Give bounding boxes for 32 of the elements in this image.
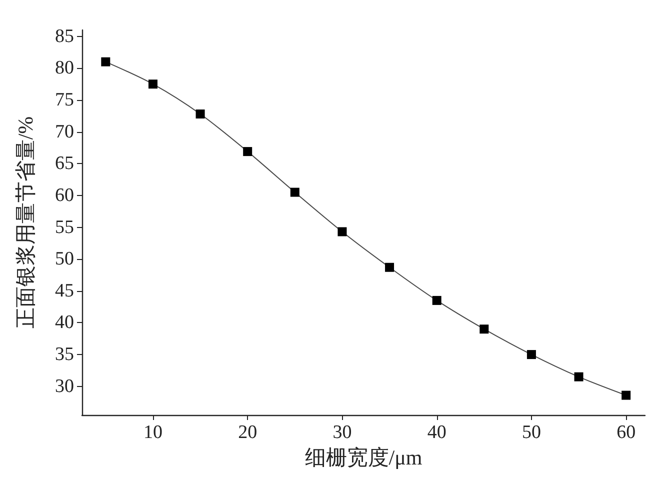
x-tick-label: 20 [238,422,258,443]
point [338,227,347,236]
y-tick-label: 50 [55,248,74,270]
point [290,188,300,197]
x-tick-label: 10 [143,422,162,443]
point [432,296,442,305]
y-tick-label: 80 [55,58,74,79]
x-axis-title: 细栅宽度/μm [304,446,422,470]
y-tick-label: 35 [55,344,74,366]
y-tick-label: 40 [55,312,74,334]
point [622,390,631,400]
point [148,80,158,89]
x-tick-label: 30 [332,422,352,443]
x-tick-label: 60 [616,422,636,443]
y-tick-label: 75 [55,90,74,110]
y-tick-label: 85 [55,26,74,47]
point [196,110,205,118]
point [480,324,489,334]
y-tick-label: 65 [55,153,74,174]
y-tick-label: 60 [55,184,74,206]
y-tick-label: 45 [55,280,74,302]
y-tick-label: 70 [55,121,74,142]
point [243,147,252,156]
y-axis-title: 正面银浆用量节省量/% [14,116,38,329]
y-tick-label: 55 [55,216,74,238]
x-tick-label: 40 [427,422,446,443]
y-tick-label: 30 [55,376,74,397]
point [385,262,394,272]
point [526,350,536,360]
x-tick-label: 50 [522,422,541,443]
point [574,372,584,382]
point [101,57,110,66]
